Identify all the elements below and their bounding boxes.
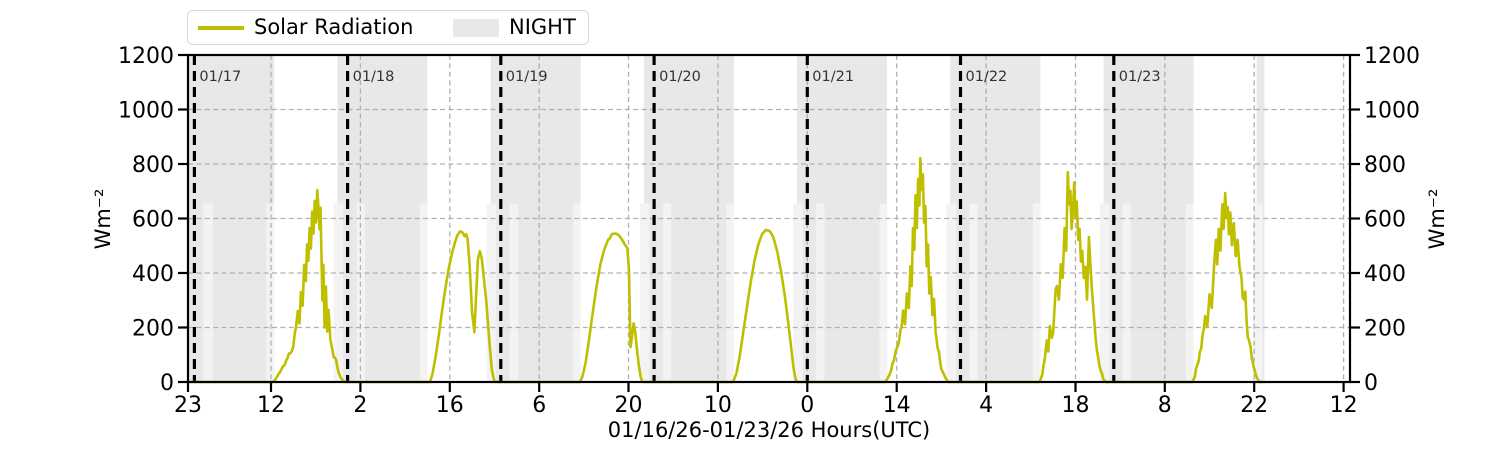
- twilight-strip: [1032, 203, 1041, 382]
- y-tick-label-left: 200: [132, 317, 174, 342]
- twilight-strip: [203, 203, 213, 382]
- twilight-strip: [1099, 203, 1110, 382]
- twilight-strip: [509, 203, 519, 382]
- x-tick-label: 12: [257, 393, 285, 418]
- y-tick-label-right: 400: [1364, 262, 1406, 287]
- twilight-strip: [640, 203, 650, 382]
- x-tick-label: 8: [1158, 393, 1172, 418]
- legend-line-swatch: [198, 25, 244, 30]
- x-axis-label: 01/16/26-01/23/26 Hours(UTC): [607, 418, 931, 442]
- legend: Solar Radiation NIGHT: [187, 10, 589, 45]
- twilight-strip: [419, 203, 428, 382]
- twilight-strip: [1185, 203, 1194, 382]
- y-tick-label-right: 0: [1364, 371, 1378, 396]
- y-tick-label-right: 1000: [1364, 99, 1420, 124]
- x-tick-label: 16: [436, 393, 464, 418]
- x-tick-label: 4: [979, 393, 993, 418]
- twilight-strip: [879, 203, 888, 382]
- y-tick-label-right: 1200: [1364, 44, 1420, 69]
- legend-series-label: Solar Radiation: [254, 15, 414, 39]
- twilight-strip: [1253, 203, 1263, 382]
- legend-night-label: NIGHT: [509, 15, 576, 39]
- y-tick-label-left: 0: [160, 371, 174, 396]
- x-tick-label: 23: [174, 393, 202, 418]
- day-boundary-label: 01/20: [659, 69, 701, 85]
- twilight-strip: [573, 203, 581, 382]
- y-axis-label-left: Wm⁻²: [91, 188, 115, 250]
- day-boundary-label: 01/18: [353, 69, 395, 85]
- y-tick-label-left: 400: [132, 262, 174, 287]
- twilight-strip: [969, 203, 978, 382]
- y-tick-label-left: 1000: [118, 99, 174, 124]
- y-tick-label-left: 1200: [118, 44, 174, 69]
- y-tick-label-right: 200: [1364, 317, 1406, 342]
- day-boundary-label: 01/22: [966, 69, 1008, 85]
- twilight-strip: [816, 203, 825, 382]
- x-tick-label: 10: [704, 393, 732, 418]
- x-tick-label: 14: [883, 393, 911, 418]
- day-boundary-label: 01/23: [1119, 69, 1161, 85]
- twilight-strip: [793, 203, 803, 382]
- twilight-strip: [1122, 203, 1131, 382]
- day-boundary-label: 01/19: [506, 69, 548, 85]
- x-tick-label: 22: [1240, 393, 1268, 418]
- y-axis-label-right: Wm⁻²: [1425, 188, 1449, 250]
- twilight-strip: [726, 203, 734, 382]
- y-tick-label-left: 600: [132, 208, 174, 233]
- twilight-strip: [946, 203, 957, 382]
- x-tick-label: 6: [532, 393, 546, 418]
- twilight-strip: [486, 203, 497, 382]
- legend-night-swatch: [453, 18, 499, 37]
- y-tick-label-right: 800: [1364, 153, 1406, 178]
- day-boundary-label: 01/17: [199, 69, 241, 85]
- twilight-strip: [333, 203, 344, 382]
- twilight-strip: [663, 203, 672, 382]
- x-tick-label: 18: [1062, 393, 1090, 418]
- x-tick-label: 2: [353, 393, 367, 418]
- x-tick-label: 12: [1330, 393, 1358, 418]
- x-tick-label: 0: [800, 393, 814, 418]
- y-tick-label-left: 800: [132, 153, 174, 178]
- y-tick-label-right: 600: [1364, 208, 1406, 233]
- x-tick-label: 20: [615, 393, 643, 418]
- day-boundary-label: 01/21: [812, 69, 854, 85]
